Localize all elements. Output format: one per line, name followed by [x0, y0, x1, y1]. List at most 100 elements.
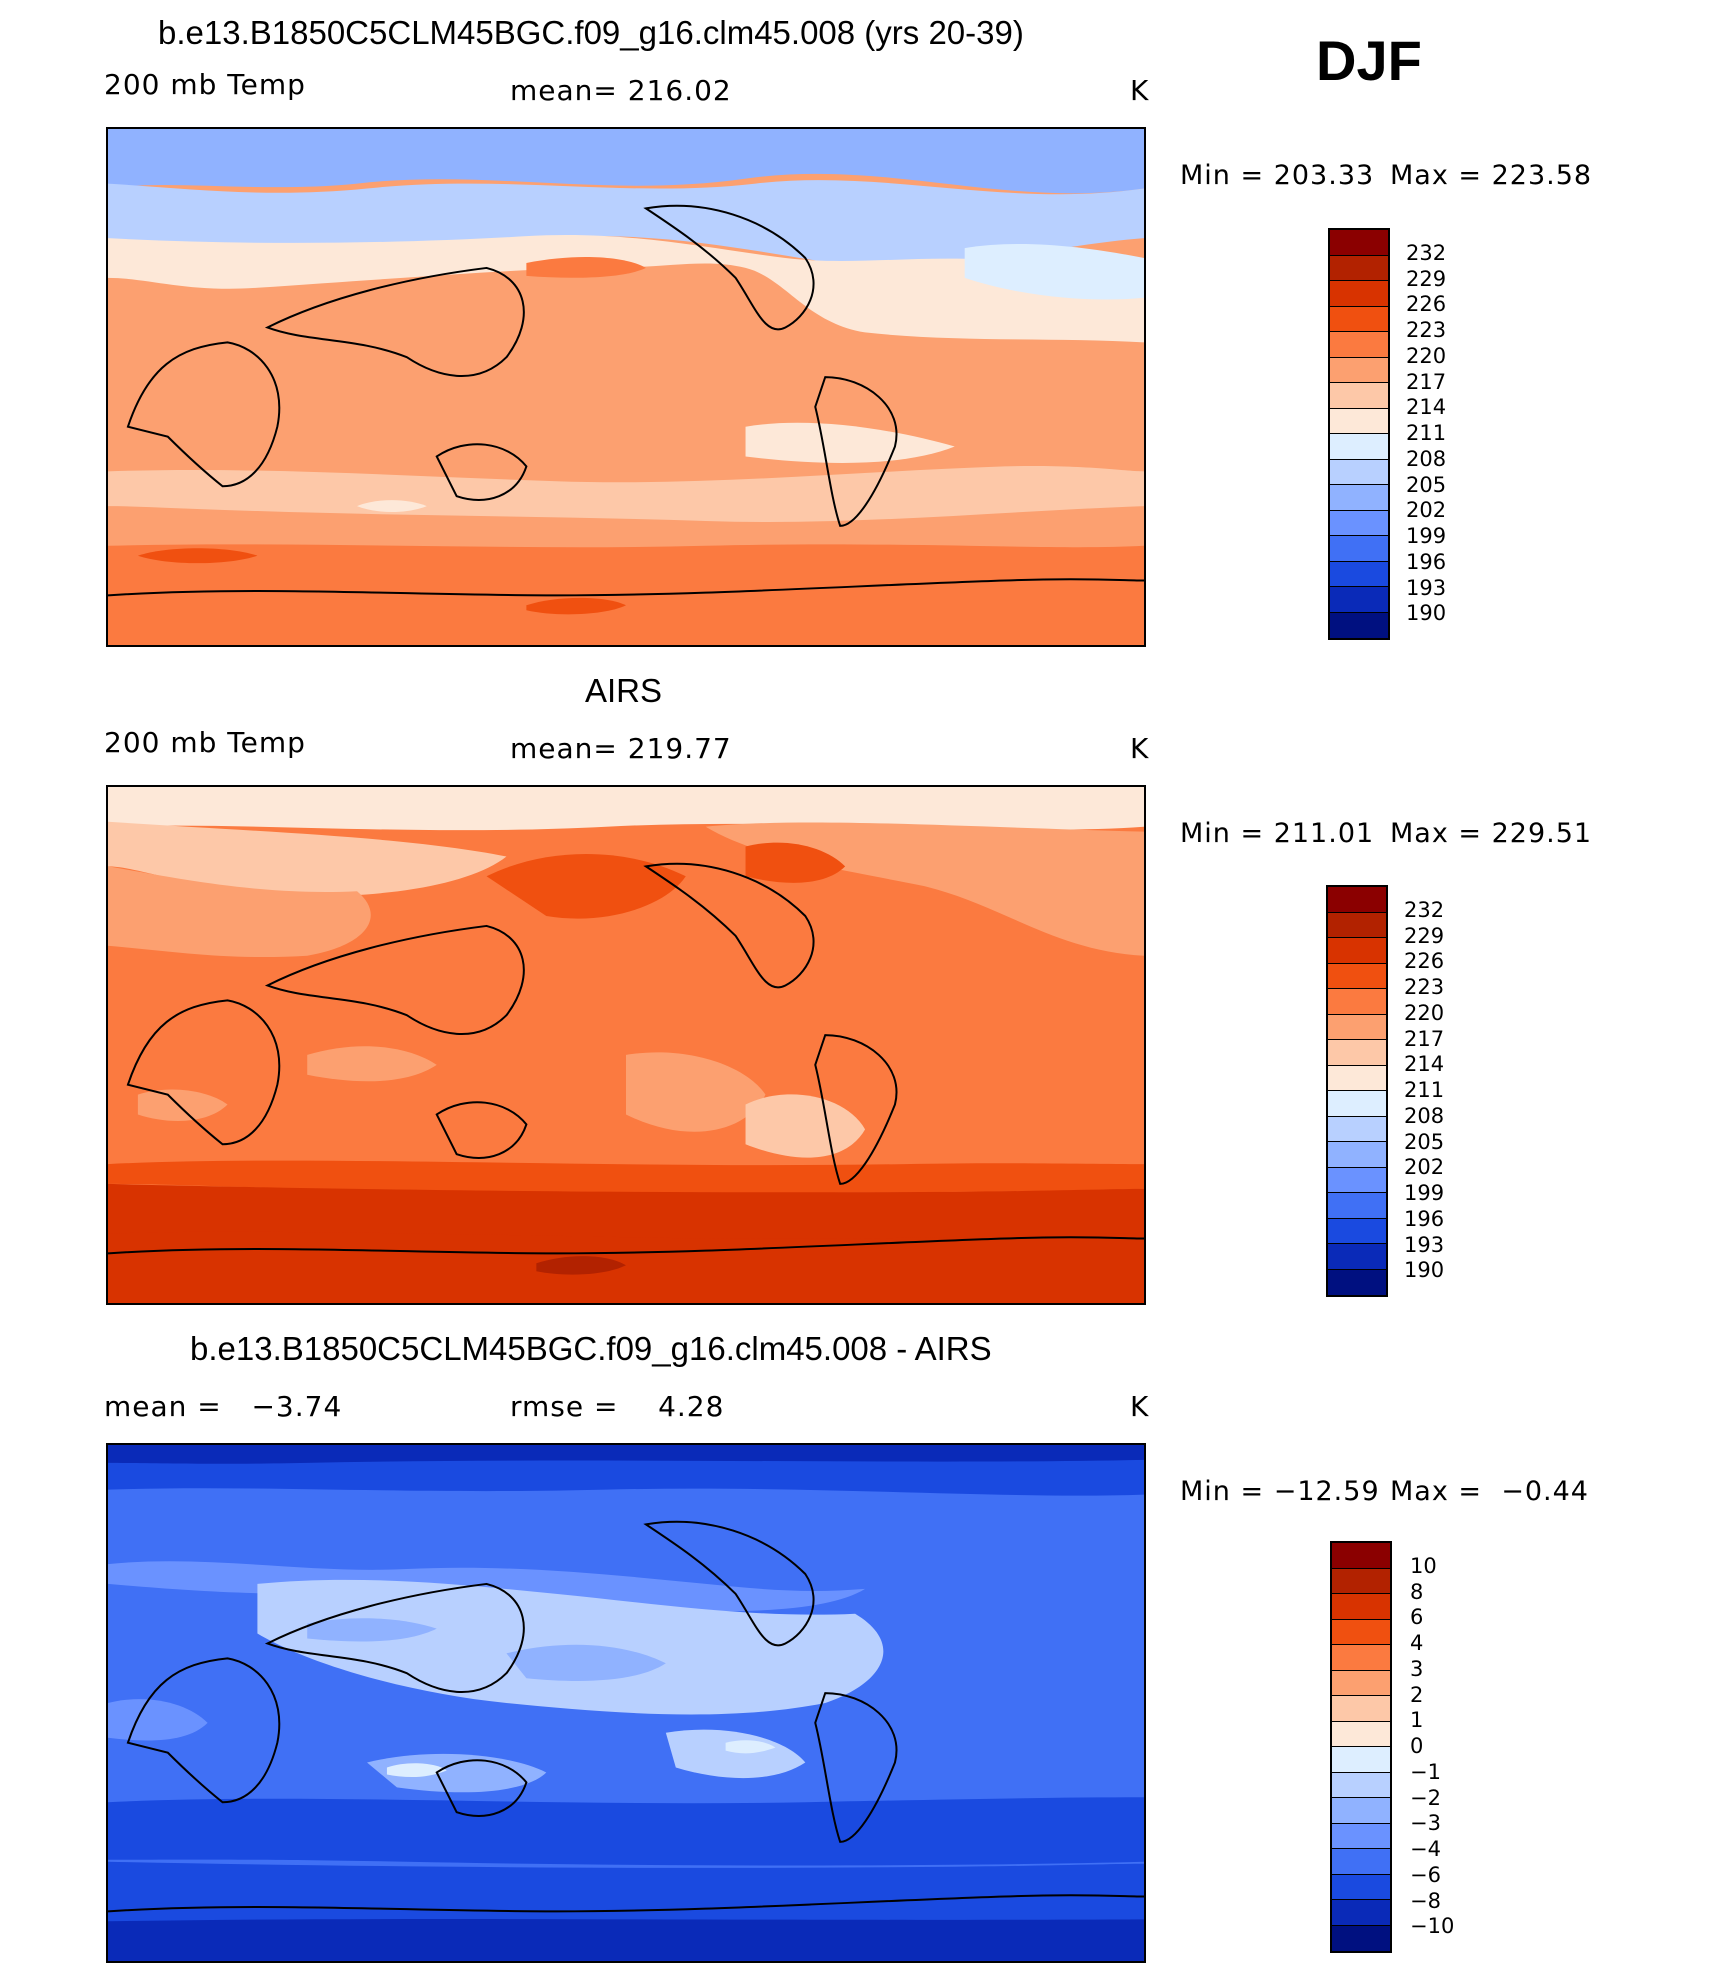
colorbar-swatch — [1330, 357, 1388, 383]
colorbar-swatch — [1330, 332, 1388, 358]
colorbar-swatch — [1330, 281, 1388, 307]
colorbar-tick-label: 1 — [1410, 1708, 1424, 1733]
colorbar-tick-label: 220 — [1406, 343, 1447, 368]
colorbar-tick-label: −10 — [1410, 1914, 1455, 1939]
colorbar-tick-label: 205 — [1404, 1129, 1445, 1154]
colorbar-tick-label: 214 — [1404, 1052, 1445, 1077]
colorbar-tick-label: 8 — [1410, 1579, 1424, 1604]
panel-1-map — [106, 127, 1146, 647]
colorbar-tick-label: 10 — [1410, 1553, 1437, 1578]
colorbar-swatch — [1332, 1823, 1390, 1849]
colorbar-swatch — [1330, 434, 1388, 460]
colorbar-swatch — [1332, 1925, 1390, 1951]
colorbar-swatch — [1332, 1670, 1390, 1696]
colorbar-tick-label: 193 — [1406, 575, 1447, 600]
colorbar-swatch — [1332, 1747, 1390, 1773]
colorbar-tick-label: 208 — [1406, 446, 1447, 471]
colorbar-tick-label: 3 — [1410, 1656, 1424, 1681]
colorbar-swatch — [1328, 1269, 1386, 1295]
colorbar-swatch — [1328, 1244, 1386, 1270]
colorbar-tick-label: 6 — [1410, 1605, 1424, 1630]
colorbar-tick-label: 232 — [1404, 897, 1445, 922]
colorbar-tick-label: 196 — [1404, 1206, 1445, 1231]
panel-1-max-label: Max = 223.58 — [1390, 160, 1593, 191]
colorbar-tick-label: 208 — [1404, 1103, 1445, 1128]
panel-3-rmse-label: rmse = 4.28 — [510, 1390, 725, 1423]
colorbar-swatch — [1330, 230, 1388, 256]
colorbar-tick-label: 220 — [1404, 1000, 1445, 1025]
colorbar-tick-label: 193 — [1404, 1232, 1445, 1257]
colorbar-tick-label: 217 — [1404, 1026, 1445, 1051]
panel-1-variable-label: 200 mb Temp — [104, 68, 306, 101]
panel-2-max-label: Max = 229.51 — [1390, 818, 1593, 849]
colorbar-tick-label: 226 — [1404, 949, 1445, 974]
panel-3-max-label: Max = −0.44 — [1390, 1476, 1589, 1507]
panel-2-colorbar — [1326, 885, 1388, 1297]
colorbar-swatch — [1328, 1193, 1386, 1219]
colorbar-swatch — [1332, 1645, 1390, 1671]
colorbar-swatch — [1330, 255, 1388, 281]
panel-2-map — [106, 785, 1146, 1305]
colorbar-swatch — [1328, 938, 1386, 964]
colorbar-swatch — [1332, 1594, 1390, 1620]
colorbar-swatch — [1332, 1849, 1390, 1875]
colorbar-tick-label: 0 — [1410, 1734, 1424, 1758]
colorbar-tick-label: 202 — [1406, 498, 1447, 523]
colorbar-tick-label: 232 — [1406, 240, 1447, 265]
colorbar-tick-label: 226 — [1406, 292, 1447, 317]
colorbar-swatch — [1328, 989, 1386, 1015]
colorbar-swatch — [1332, 1619, 1390, 1645]
colorbar-swatch — [1330, 587, 1388, 613]
colorbar-tick-label: 223 — [1406, 318, 1447, 342]
panel-3-mean-label: mean = −3.74 — [104, 1390, 343, 1423]
colorbar-swatch — [1332, 1721, 1390, 1747]
colorbar-swatch — [1330, 459, 1388, 485]
colorbar-tick-label: 217 — [1406, 369, 1447, 394]
panel-1-units: K — [1130, 74, 1150, 107]
colorbar-tick-label: 2 — [1410, 1682, 1424, 1707]
colorbar-swatch — [1332, 1798, 1390, 1824]
colorbar-tick-label: 4 — [1410, 1631, 1424, 1655]
panel-3-map — [106, 1443, 1146, 1963]
colorbar-tick-label: 211 — [1406, 421, 1447, 445]
colorbar-tick-label: 199 — [1406, 524, 1447, 548]
colorbar-tick-label: 196 — [1406, 549, 1447, 574]
colorbar-tick-label: 223 — [1404, 975, 1445, 999]
colorbar-swatch — [1328, 1040, 1386, 1066]
colorbar-swatch — [1328, 1091, 1386, 1117]
colorbar-tick-label: 205 — [1406, 472, 1447, 497]
season-label: DJF — [1316, 29, 1422, 92]
colorbar-swatch — [1332, 1874, 1390, 1900]
colorbar-swatch — [1330, 306, 1388, 332]
panel-3-title: b.e13.B1850C5CLM45BGC.f09_g16.clm45.008 … — [190, 1330, 992, 1367]
colorbar-swatch — [1330, 408, 1388, 434]
colorbar-swatch — [1330, 612, 1388, 638]
panel-1-colorbar — [1328, 228, 1390, 640]
panel-1-title: b.e13.B1850C5CLM45BGC.f09_g16.clm45.008 … — [158, 14, 1024, 51]
colorbar-swatch — [1332, 1543, 1390, 1569]
panel-2-variable-label: 200 mb Temp — [104, 726, 306, 759]
panel-3-colorbar — [1330, 1541, 1392, 1953]
colorbar-tick-label: 190 — [1404, 1258, 1445, 1283]
colorbar-tick-label: 229 — [1406, 266, 1447, 291]
colorbar-swatch — [1328, 1065, 1386, 1091]
colorbar-swatch — [1332, 1568, 1390, 1594]
colorbar-swatch — [1328, 1218, 1386, 1244]
colorbar-tick-label: −8 — [1410, 1888, 1441, 1913]
colorbar-tick-label: −2 — [1410, 1785, 1441, 1810]
colorbar-swatch — [1328, 1116, 1386, 1142]
colorbar-swatch — [1330, 561, 1388, 587]
colorbar-swatch — [1328, 1142, 1386, 1168]
colorbar-tick-label: −4 — [1410, 1837, 1441, 1861]
colorbar-tick-label: −3 — [1410, 1811, 1441, 1836]
colorbar-tick-label: 214 — [1406, 395, 1447, 420]
colorbar-swatch — [1328, 887, 1386, 913]
colorbar-tick-label: −6 — [1410, 1862, 1441, 1887]
panel-3-units: K — [1130, 1390, 1150, 1423]
colorbar-tick-label: 229 — [1404, 923, 1445, 948]
colorbar-swatch — [1330, 485, 1388, 511]
colorbar-swatch — [1328, 1167, 1386, 1193]
colorbar-swatch — [1332, 1696, 1390, 1722]
colorbar-tick-label: 199 — [1404, 1181, 1445, 1205]
colorbar-tick-label: −1 — [1410, 1759, 1441, 1784]
